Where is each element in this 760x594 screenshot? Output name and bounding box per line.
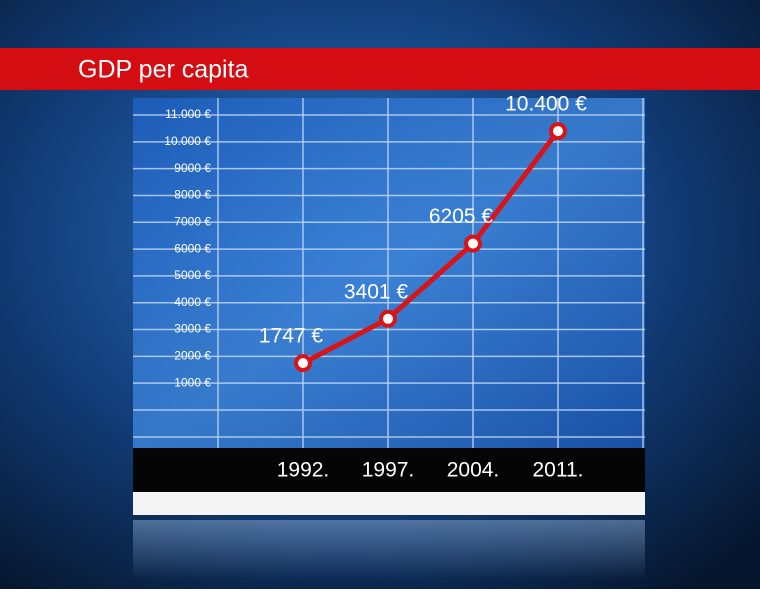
- y-tick-label: 6000 €: [174, 241, 211, 255]
- y-tick-label: 8000 €: [174, 188, 211, 202]
- y-tick-label: 2000 €: [174, 349, 211, 363]
- y-tick-label: 7000 €: [174, 214, 211, 228]
- y-tick-label: 1000 €: [174, 375, 211, 389]
- data-line: [301, 129, 560, 366]
- data-label: 1747 €: [259, 325, 324, 348]
- data-label: 3401 €: [344, 280, 409, 303]
- x-tick-label: 2011.: [533, 459, 584, 482]
- y-tick-label: 10.000 €: [164, 134, 211, 148]
- data-point: [549, 122, 567, 141]
- data-point: [294, 354, 312, 373]
- x-tick-label: 2004.: [447, 459, 500, 482]
- y-tick-label: 3000 €: [174, 322, 211, 336]
- chart-title: GDP per capita: [78, 56, 249, 84]
- title-banner: [0, 48, 760, 90]
- data-label: 10.400 €: [505, 93, 587, 116]
- panel-lines: [133, 98, 645, 448]
- data-label: 6205 €: [429, 205, 494, 228]
- y-tick-label: 4000 €: [174, 295, 211, 309]
- y-tick-label: 5000 €: [174, 268, 211, 282]
- category-band: [133, 448, 645, 492]
- data-point: [379, 309, 397, 328]
- reflection: [133, 520, 645, 580]
- white-band: [133, 492, 645, 515]
- y-tick-label: 11.000 €: [165, 107, 211, 121]
- y-tick-label: 9000 €: [174, 161, 211, 175]
- x-tick-label: 1997.: [362, 459, 415, 482]
- x-tick-label: 1992.: [277, 459, 330, 482]
- data-point: [464, 234, 482, 253]
